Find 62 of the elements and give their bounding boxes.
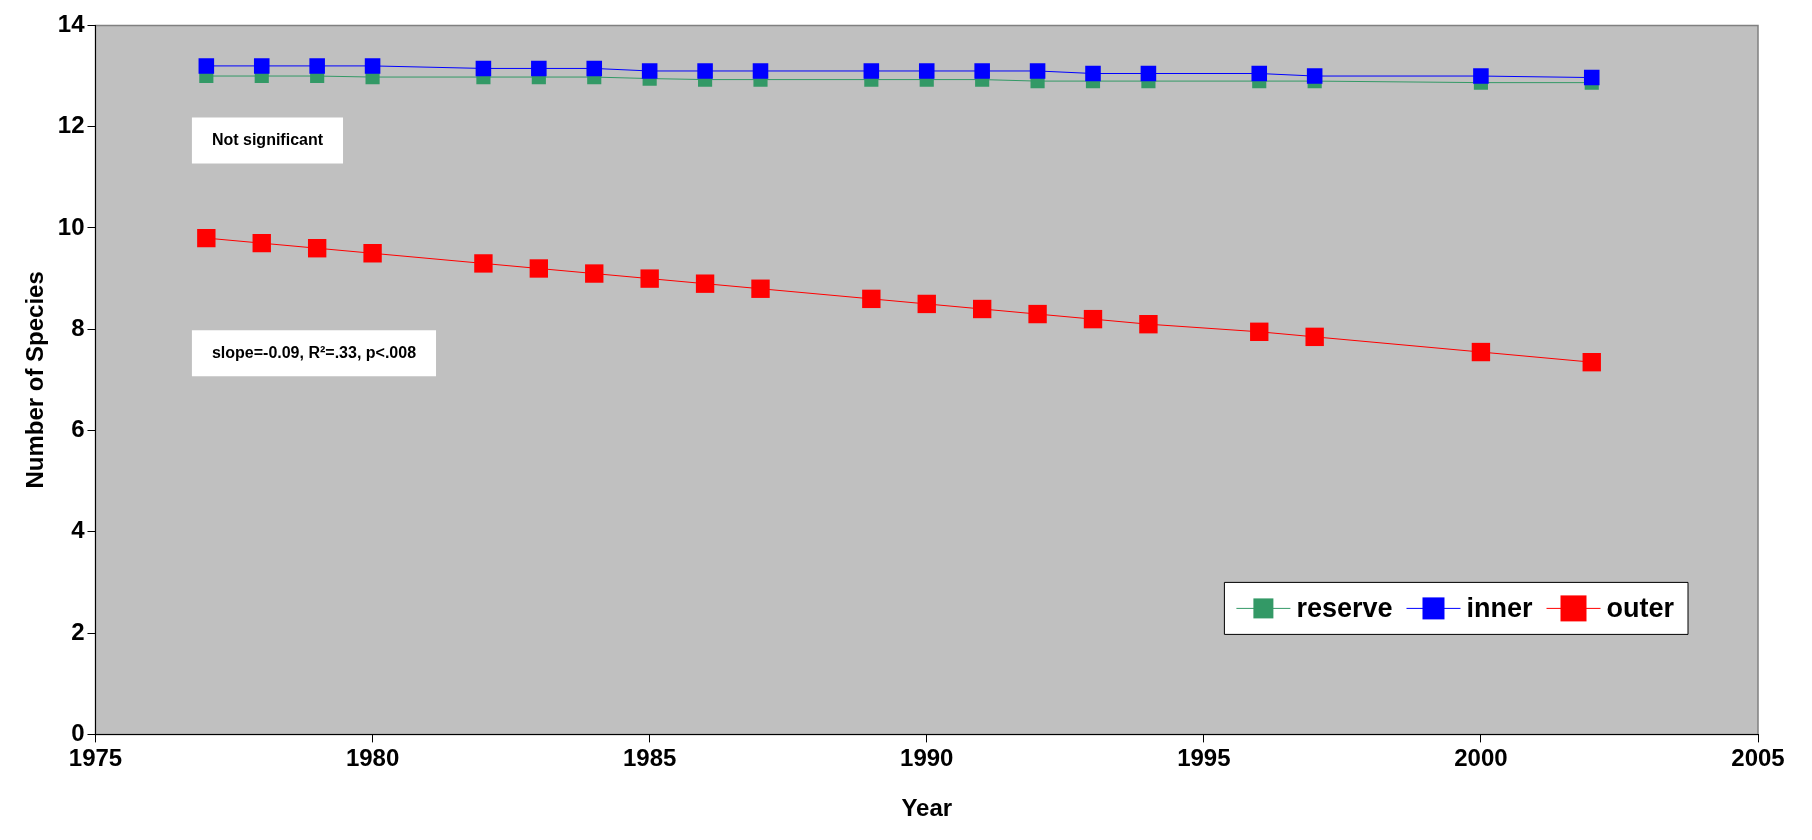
y-tick-label: 4 bbox=[71, 516, 86, 544]
point bbox=[918, 63, 935, 79]
x-tick-label: 1975 bbox=[68, 744, 123, 772]
y-tick-label: 10 bbox=[57, 212, 85, 240]
x-tick-label: 2000 bbox=[1454, 744, 1508, 772]
x-tick-label: 1985 bbox=[622, 744, 677, 772]
point bbox=[1250, 322, 1269, 341]
y-axis-title: Number of Species bbox=[21, 271, 49, 489]
point bbox=[586, 60, 603, 77]
y-tick-label: 14 bbox=[57, 10, 86, 38]
point bbox=[475, 60, 492, 77]
annotation: slope=-0.09, R²=.33, p<.008 bbox=[211, 343, 417, 361]
point bbox=[1083, 309, 1103, 329]
point bbox=[307, 239, 327, 258]
point bbox=[1251, 65, 1268, 82]
legend-label: outer bbox=[1606, 592, 1675, 623]
point bbox=[531, 60, 547, 77]
point bbox=[1140, 65, 1157, 82]
point bbox=[862, 289, 881, 309]
point bbox=[253, 58, 270, 74]
point bbox=[1583, 69, 1600, 86]
point bbox=[640, 269, 659, 288]
x-tick-label: 1990 bbox=[900, 744, 954, 772]
x-tick-label: 1995 bbox=[1177, 744, 1231, 772]
y-tick-label: 8 bbox=[71, 313, 85, 341]
y-tick-label: 6 bbox=[71, 415, 85, 443]
point bbox=[1028, 304, 1047, 324]
point bbox=[1305, 327, 1324, 347]
point bbox=[309, 58, 325, 74]
x-tick-label: 1980 bbox=[345, 744, 400, 772]
point bbox=[529, 259, 549, 278]
point bbox=[697, 63, 713, 79]
point bbox=[917, 294, 936, 314]
point bbox=[1085, 65, 1101, 82]
point bbox=[474, 254, 493, 273]
point bbox=[695, 274, 715, 293]
point bbox=[751, 279, 770, 298]
point bbox=[752, 63, 769, 79]
annotation: Not significant bbox=[211, 130, 324, 148]
point bbox=[197, 228, 216, 248]
point bbox=[641, 63, 658, 79]
x-axis-title: Year bbox=[901, 794, 953, 822]
point bbox=[1473, 68, 1489, 84]
legend-label: reserve bbox=[1296, 592, 1393, 623]
point bbox=[364, 58, 381, 74]
point bbox=[363, 244, 382, 263]
point bbox=[1582, 352, 1601, 372]
point bbox=[585, 264, 604, 283]
point bbox=[198, 58, 215, 74]
point bbox=[1306, 68, 1323, 84]
point bbox=[863, 63, 880, 79]
point bbox=[1139, 315, 1158, 334]
point bbox=[974, 63, 990, 79]
y-tick-label: 2 bbox=[71, 617, 85, 645]
point bbox=[1471, 342, 1491, 362]
point bbox=[252, 233, 271, 253]
y-tick-label: 0 bbox=[71, 719, 85, 747]
legend-label: inner bbox=[1466, 592, 1533, 623]
x-tick-label: 2005 bbox=[1731, 744, 1785, 772]
y-tick-label: 12 bbox=[57, 111, 85, 139]
point bbox=[1029, 63, 1046, 79]
point bbox=[972, 299, 992, 319]
